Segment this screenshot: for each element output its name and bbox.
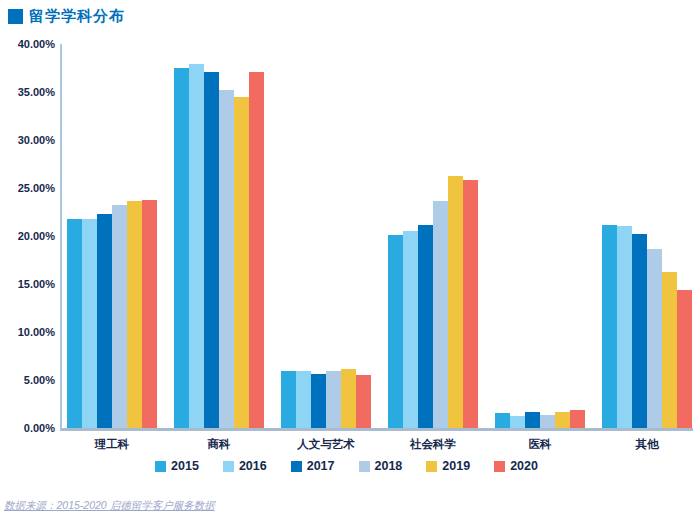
y-axis-tick-label: 15.00% xyxy=(0,278,55,290)
legend: 2015 2016 2017 2018 2019 2020 xyxy=(0,459,693,473)
bar-2018 xyxy=(647,249,662,428)
bar-2016 xyxy=(403,231,418,428)
y-axis-tick-label: 25.00% xyxy=(0,182,55,194)
category-label: 人文与艺术 xyxy=(281,437,371,452)
bar-2019 xyxy=(555,412,570,428)
legend-item-2017: 2017 xyxy=(291,459,335,473)
category-label: 其他 xyxy=(602,437,692,452)
y-axis-tick-label: 20.00% xyxy=(0,230,55,242)
bar-2016 xyxy=(617,226,632,428)
bar-2020 xyxy=(677,290,692,428)
chart-card: 留学学科分布 40.00% 35.00% 30.00% 25.00% 20.00% 15.… xyxy=(0,0,693,522)
bar-2015 xyxy=(67,219,82,428)
chart-title: 留学学科分布 xyxy=(29,7,125,26)
y-axis-tick-label: 30.00% xyxy=(0,134,55,146)
legend-label: 2016 xyxy=(239,459,267,473)
bar-group-5: 医科 xyxy=(495,44,585,428)
bar-2020 xyxy=(356,375,371,428)
y-axis-tick-label: 40.00% xyxy=(0,38,55,50)
legend-item-2016: 2016 xyxy=(223,459,267,473)
y-axis-tick-label: 10.00% xyxy=(0,326,55,338)
category-label: 医科 xyxy=(495,437,585,452)
bar-2020 xyxy=(570,410,585,428)
legend-item-2019: 2019 xyxy=(426,459,470,473)
legend-item-2015: 2015 xyxy=(155,459,199,473)
bar-2020 xyxy=(249,72,264,428)
bar-2019 xyxy=(127,201,142,429)
legend-swatch-icon xyxy=(291,461,302,472)
source-note: 数据来源：2015-2020 启德留学客户服务数据 xyxy=(4,499,215,513)
bar-2016 xyxy=(510,416,525,429)
bar-2017 xyxy=(418,225,433,429)
bar-group-6: 其他 xyxy=(602,44,692,428)
category-label: 理工科 xyxy=(67,437,157,452)
plot-area: 理工科商科人文与艺术社会科学医科其他 xyxy=(60,44,693,431)
bar-2016 xyxy=(189,64,204,428)
bar-2017 xyxy=(97,214,112,428)
bar-group-3: 人文与艺术 xyxy=(281,44,371,428)
legend-item-2020: 2020 xyxy=(494,459,538,473)
bar-2019 xyxy=(662,272,677,429)
bar-2018 xyxy=(112,205,127,428)
bar-group-2: 商科 xyxy=(174,44,264,428)
bar-group-4: 社会科学 xyxy=(388,44,478,428)
title-marker-icon xyxy=(8,9,23,24)
bar-2020 xyxy=(142,200,157,429)
bar-2015 xyxy=(174,68,189,428)
bar-2017 xyxy=(632,234,647,428)
legend-label: 2015 xyxy=(171,459,199,473)
bar-2018 xyxy=(326,371,341,428)
bar-2019 xyxy=(341,369,356,428)
bar-2017 xyxy=(204,72,219,428)
bar-2015 xyxy=(602,225,617,429)
bar-2015 xyxy=(281,371,296,428)
legend-swatch-icon xyxy=(359,461,370,472)
bar-2017 xyxy=(311,374,326,428)
bar-2017 xyxy=(525,412,540,428)
legend-swatch-icon xyxy=(155,461,166,472)
legend-label: 2019 xyxy=(442,459,470,473)
y-axis: 40.00%35.00%30.00%25.00%20.00%15.00%10.0… xyxy=(0,44,55,428)
legend-swatch-icon xyxy=(223,461,234,472)
bar-2016 xyxy=(296,371,311,428)
legend-swatch-icon xyxy=(426,461,437,472)
bar-2018 xyxy=(540,415,555,428)
y-axis-tick-label: 5.00% xyxy=(0,374,55,386)
bar-2018 xyxy=(433,201,448,428)
bar-2016 xyxy=(82,219,97,428)
bar-2015 xyxy=(388,235,403,428)
legend-item-2018: 2018 xyxy=(359,459,403,473)
bar-2019 xyxy=(234,97,249,428)
legend-label: 2020 xyxy=(510,459,538,473)
category-label: 商科 xyxy=(174,437,264,452)
category-label: 社会科学 xyxy=(388,437,478,452)
legend-label: 2018 xyxy=(375,459,403,473)
bar-2019 xyxy=(448,176,463,429)
bar-2020 xyxy=(463,180,478,428)
bar-group-1: 理工科 xyxy=(67,44,157,428)
y-axis-tick-label: 0.00% xyxy=(0,422,55,434)
y-axis-tick-label: 35.00% xyxy=(0,86,55,98)
chart-header: 留学学科分布 xyxy=(8,7,125,26)
bar-2018 xyxy=(219,90,234,428)
bar-2015 xyxy=(495,413,510,428)
legend-label: 2017 xyxy=(307,459,335,473)
legend-swatch-icon xyxy=(494,461,505,472)
